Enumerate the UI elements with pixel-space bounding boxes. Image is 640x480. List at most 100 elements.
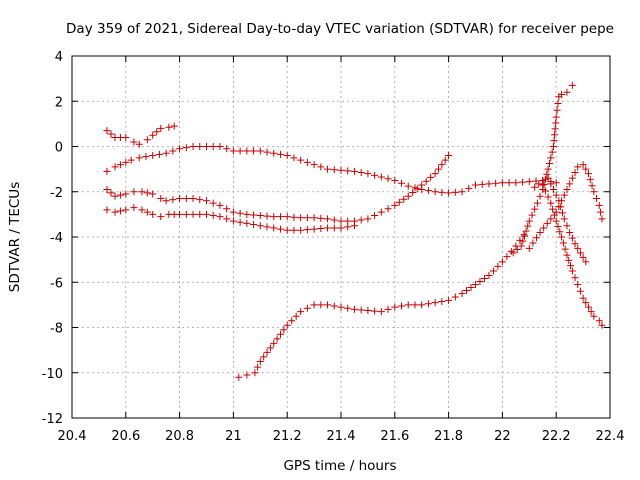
data-point	[130, 204, 138, 212]
data-point	[111, 163, 119, 171]
data-point-interp	[540, 224, 548, 232]
data-point-interp	[400, 195, 408, 203]
data-point	[310, 301, 318, 309]
data-point-interp	[543, 170, 551, 178]
data-point-interp	[551, 125, 559, 133]
data-point	[568, 267, 576, 275]
data-point-interp	[582, 299, 590, 307]
data-point-interp	[541, 187, 549, 195]
data-point-interp	[588, 182, 596, 190]
data-point	[563, 185, 571, 193]
data-point	[458, 188, 466, 196]
data-point-interp	[142, 153, 150, 161]
data-point	[135, 154, 143, 162]
data-point	[235, 373, 243, 381]
data-point-interp	[451, 293, 459, 301]
data-point	[364, 307, 372, 315]
y-tick-label: -10	[42, 367, 63, 382]
data-point	[324, 224, 332, 232]
data-point	[552, 179, 560, 187]
data-point	[584, 303, 592, 311]
data-point	[170, 122, 178, 130]
data-point	[404, 182, 412, 190]
data-point	[138, 206, 146, 214]
data-point	[243, 147, 251, 155]
data-point	[256, 147, 264, 155]
data-point	[130, 188, 138, 196]
data-point-interp	[276, 330, 284, 338]
data-point-interp	[290, 226, 298, 234]
data-point-interp	[290, 154, 298, 162]
data-point	[590, 188, 598, 196]
data-point-interp	[465, 184, 473, 192]
data-point	[297, 308, 305, 316]
data-point-interp	[576, 287, 584, 295]
data-point	[189, 195, 197, 203]
data-point-interp	[223, 215, 231, 223]
x-tick-label: 22.4	[596, 429, 625, 444]
data-point-interp	[330, 224, 338, 232]
data-point-interp	[153, 128, 161, 136]
data-point-interp	[155, 150, 163, 158]
data-point	[568, 174, 576, 182]
data-point	[533, 199, 541, 207]
data-point	[547, 215, 555, 223]
data-point-interp	[476, 277, 484, 285]
data-point	[283, 213, 291, 221]
data-point-interp	[424, 300, 432, 308]
data-point-interp	[568, 234, 576, 242]
data-point	[337, 217, 345, 225]
data-point	[552, 208, 560, 216]
data-point-interp	[480, 274, 488, 282]
data-point-interp	[371, 307, 379, 315]
data-point-interp	[236, 209, 244, 217]
data-point-interp	[330, 166, 338, 174]
data-point	[431, 299, 439, 307]
data-point-interp	[556, 228, 564, 236]
data-point	[544, 174, 552, 182]
data-point-interp	[409, 189, 417, 197]
data-point-interp	[330, 216, 338, 224]
data-point	[498, 258, 506, 266]
data-point-interp	[548, 148, 556, 156]
y-tick-label: 2	[55, 95, 63, 110]
data-point-interp	[535, 180, 543, 188]
data-point	[127, 156, 135, 164]
data-point-interp	[489, 267, 497, 275]
data-point-interp	[303, 158, 311, 166]
data-point	[350, 167, 358, 175]
data-point	[418, 181, 426, 189]
data-point-interp	[478, 180, 486, 188]
data-point-interp	[565, 256, 573, 264]
data-point	[162, 149, 170, 157]
data-point	[544, 165, 552, 173]
data-point	[149, 210, 157, 218]
data-point-interp	[371, 212, 379, 220]
data-point	[520, 231, 528, 239]
data-point-interp	[250, 221, 258, 229]
data-point-interp	[516, 236, 524, 244]
data-point-interp	[116, 161, 124, 169]
data-point	[111, 192, 119, 200]
data-point	[337, 166, 345, 174]
data-point	[445, 296, 453, 304]
data-point	[364, 215, 372, 223]
data-point	[391, 201, 399, 209]
data-point-interp	[571, 274, 579, 282]
data-point-interp	[519, 237, 527, 245]
data-point	[377, 308, 385, 316]
data-point-interp	[528, 211, 536, 219]
data-point-interp	[182, 144, 190, 152]
data-point-interp	[522, 227, 530, 235]
x-tick-label: 20.6	[111, 429, 140, 444]
data-point	[297, 156, 305, 164]
data-point	[560, 215, 568, 223]
data-point-interp	[547, 180, 555, 188]
data-point	[571, 240, 579, 248]
data-point	[552, 217, 560, 225]
data-point-interp	[544, 193, 552, 201]
data-point	[350, 222, 358, 230]
data-point-interp	[280, 326, 288, 334]
data-point-interp	[263, 223, 271, 231]
data-point	[525, 217, 533, 225]
